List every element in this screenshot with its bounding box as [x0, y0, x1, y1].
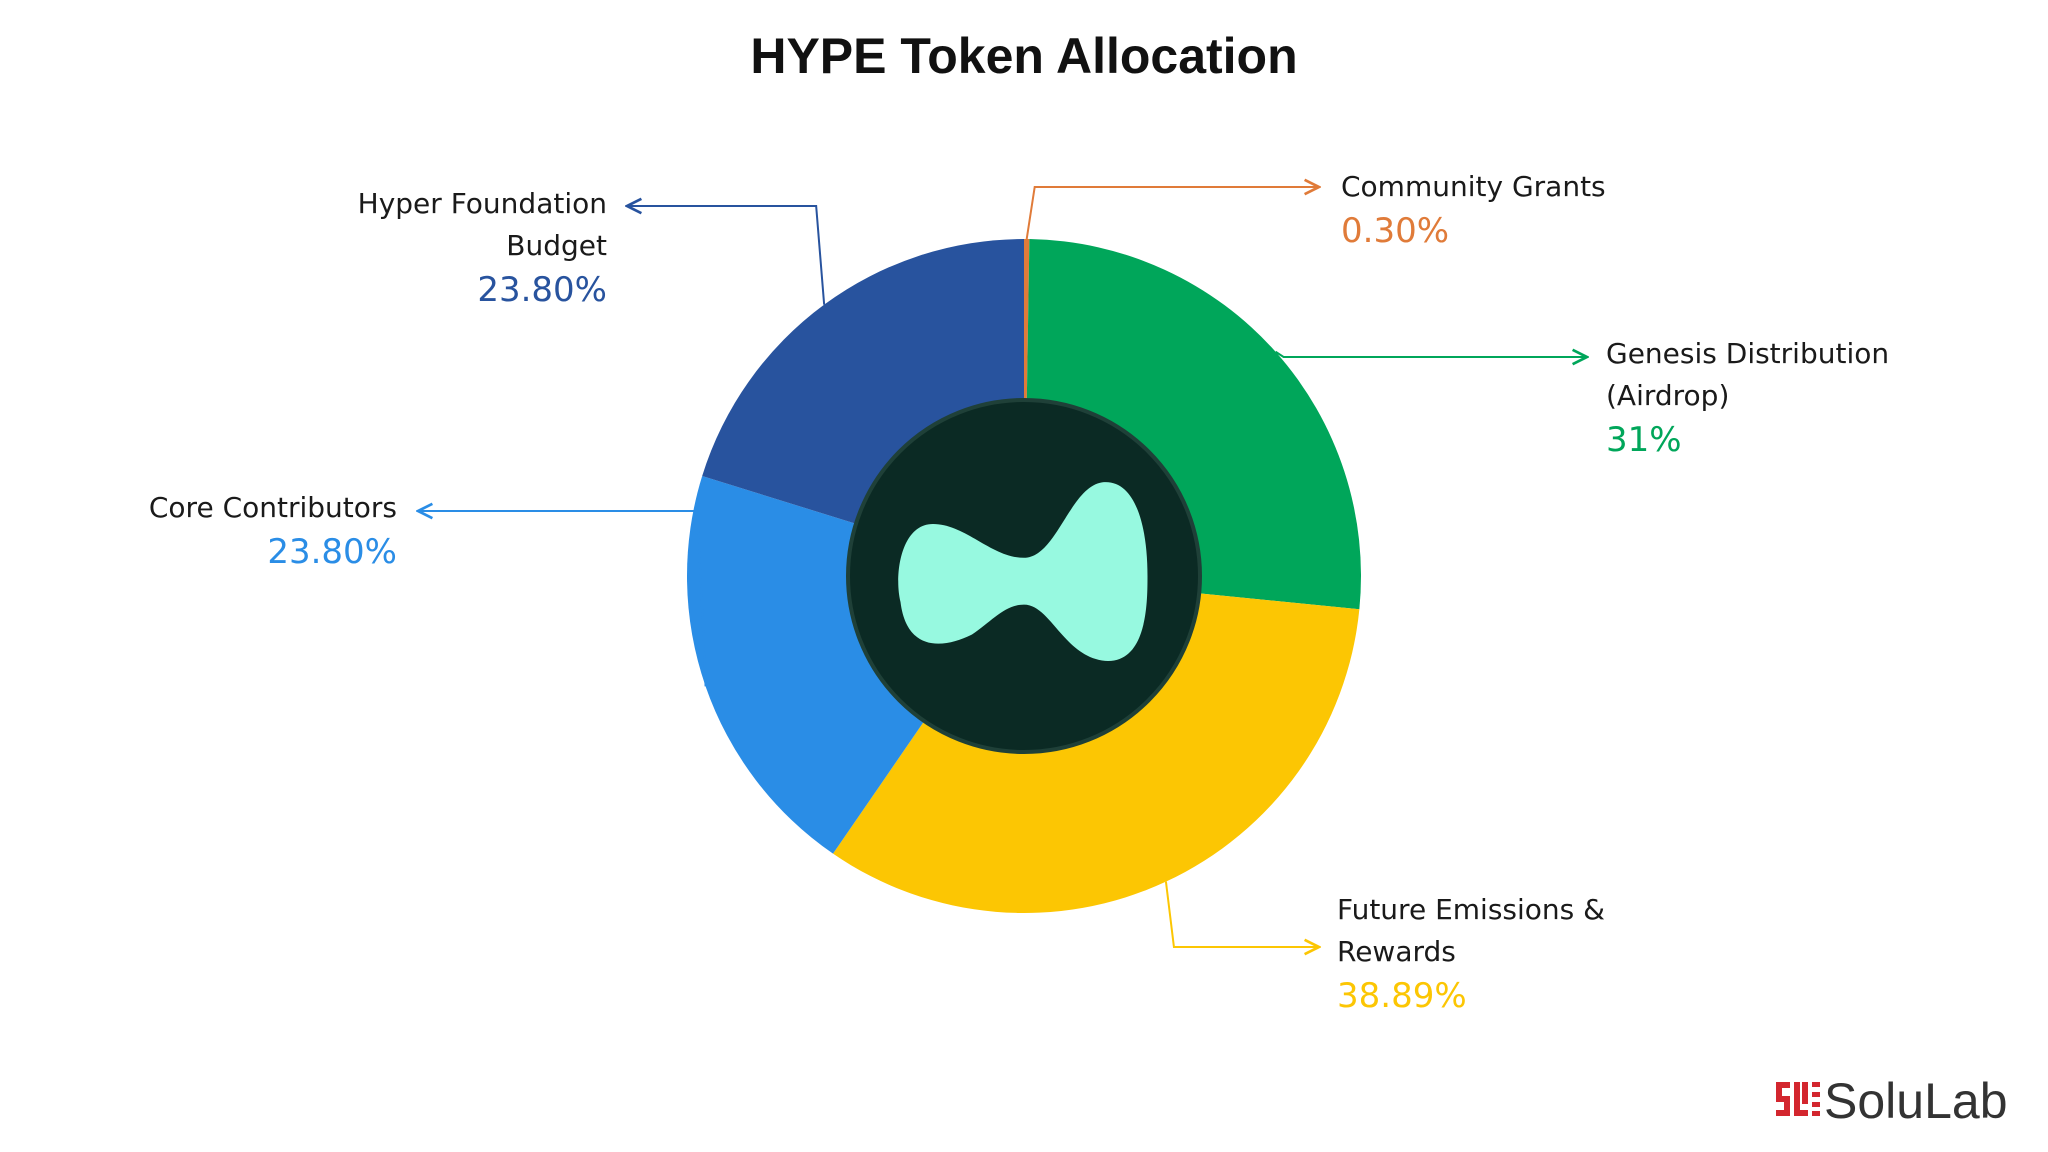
leader-line [418, 511, 707, 687]
logo-mark [898, 482, 1148, 661]
brand-name: SoluLab [1824, 1073, 2008, 1129]
slice-label: Core Contributors 23.80% [149, 487, 397, 575]
leader-line [1275, 352, 1587, 357]
category-label: Genesis Distribution (Airdrop) [1606, 337, 1890, 412]
category-label: Community Grants [1341, 170, 1606, 203]
value-label: 0.30% [1341, 211, 1450, 251]
leader-line [1025, 187, 1319, 240]
pie-slice [833, 576, 1360, 914]
slice-label: Community Grants 0.30% [1341, 166, 1606, 254]
leader-lines [418, 187, 1587, 947]
value-label: 23.80% [267, 532, 397, 572]
chart-title: HYPE Token Allocation [750, 28, 1297, 84]
brand-icon [1776, 1082, 1820, 1116]
value-label: 31% [1606, 420, 1682, 460]
slice-label: Hyper Foundation Budget 23.80% [347, 183, 607, 313]
leader-line [1164, 881, 1319, 947]
slice-label: Genesis Distribution (Airdrop) 31% [1606, 333, 1926, 463]
category-label: Core Contributors [148, 491, 397, 524]
category-label: Hyper Foundation Budget [357, 187, 607, 262]
category-label: Future Emissions & Rewards [1337, 893, 1605, 968]
leader-line [627, 206, 826, 305]
value-label: 38.89% [1337, 976, 1467, 1016]
value-label: 23.80% [477, 270, 607, 310]
slice-label: Future Emissions & Rewards 38.89% [1337, 889, 1637, 1019]
